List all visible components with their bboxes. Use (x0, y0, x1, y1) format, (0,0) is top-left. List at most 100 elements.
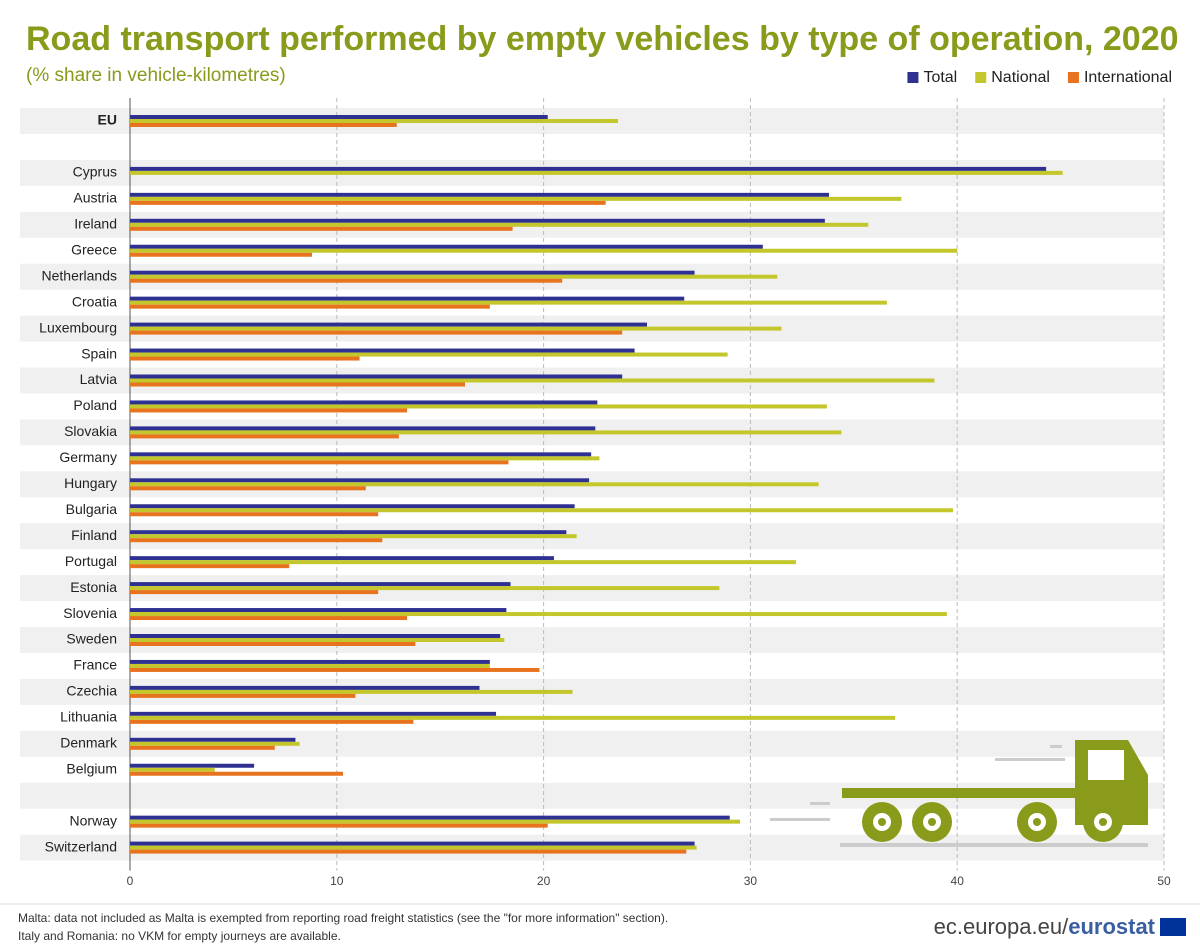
bar (130, 482, 819, 487)
bar (130, 196, 902, 201)
bar (130, 460, 509, 465)
source: ec.europa.eu/eurostat (934, 914, 1156, 939)
bar (130, 270, 695, 275)
bar (130, 504, 575, 509)
bar (130, 356, 360, 361)
bar (130, 642, 416, 646)
bar (130, 115, 548, 119)
bar (130, 663, 490, 668)
bar (130, 330, 623, 335)
bar (130, 170, 1063, 175)
bar (130, 659, 490, 664)
category-label: Netherlands (42, 267, 118, 283)
category-label: Ireland (74, 216, 117, 232)
bar (130, 815, 730, 820)
legend-swatch (907, 72, 919, 83)
bar (130, 737, 296, 742)
x-tick-label: 10 (330, 874, 344, 888)
category-label: Poland (73, 397, 117, 413)
bar (130, 819, 741, 824)
bar (130, 278, 563, 283)
legend-swatch (975, 72, 987, 83)
bar (130, 693, 356, 698)
bar (130, 123, 397, 127)
bar (130, 352, 728, 357)
bar (130, 767, 215, 772)
bar (130, 538, 383, 543)
category-label: Sweden (66, 631, 117, 647)
bar (130, 638, 505, 642)
bar (130, 348, 635, 353)
eu-flag (1160, 918, 1186, 936)
bar (130, 771, 344, 776)
bar (130, 560, 796, 565)
bar (130, 556, 554, 561)
legend-label: International (1084, 69, 1172, 86)
category-label: Germany (59, 449, 117, 465)
category-label: Slovenia (63, 605, 117, 621)
category-label: Latvia (80, 371, 118, 387)
bar (130, 378, 935, 383)
bar (130, 218, 825, 223)
legend-label: Total (923, 69, 957, 86)
bar (130, 374, 623, 379)
chart-title: Road transport performed by empty vehicl… (26, 20, 1179, 58)
bar (130, 434, 399, 439)
bar (130, 715, 896, 720)
bar (130, 226, 513, 231)
category-label: Croatia (72, 293, 117, 309)
category-label: Belgium (66, 760, 117, 776)
bar (130, 508, 954, 513)
bar (130, 222, 869, 227)
bar (130, 400, 598, 405)
bar (130, 530, 567, 535)
bar (130, 248, 958, 253)
category-label: Portugal (65, 553, 117, 569)
bar (130, 382, 466, 387)
bar (130, 745, 275, 750)
category-label: EU (98, 112, 117, 128)
bar (130, 119, 619, 123)
bar (130, 608, 507, 613)
category-label: Cyprus (73, 164, 117, 180)
category-label: Greece (71, 241, 117, 257)
category-label: Denmark (60, 735, 118, 751)
bar (130, 689, 573, 694)
footnote: Malta: data not included as Malta is exe… (18, 911, 668, 925)
bar (130, 841, 695, 846)
bar (130, 426, 596, 431)
category-label: Spain (81, 345, 117, 361)
bar (130, 823, 548, 828)
legend-label: National (991, 69, 1050, 86)
bar (130, 456, 600, 461)
bar (130, 845, 697, 850)
bar (130, 326, 782, 331)
legend-swatch (1067, 72, 1079, 83)
bar (130, 430, 842, 435)
category-label: Switzerland (45, 838, 117, 854)
bar (130, 564, 290, 569)
bar (130, 512, 379, 517)
category-label: Hungary (64, 475, 117, 491)
category-label: Lithuania (60, 709, 117, 725)
bar (130, 166, 1047, 171)
chart-subtitle: (% share in vehicle-kilometres) (26, 65, 286, 86)
bar (130, 408, 408, 413)
bar (130, 741, 300, 746)
bar (130, 634, 501, 638)
bar (130, 586, 720, 591)
bar (130, 192, 829, 197)
bar (130, 667, 540, 672)
source-domain: ec.europa.eu/ (934, 914, 1069, 939)
bar (130, 534, 577, 539)
bar (130, 685, 480, 690)
x-tick-label: 30 (744, 874, 758, 888)
category-label: Slovakia (64, 423, 117, 439)
x-tick-label: 20 (537, 874, 551, 888)
bars (130, 115, 1063, 854)
bar (130, 711, 497, 716)
bar (130, 452, 592, 457)
category-label: Luxembourg (39, 319, 117, 335)
bar (130, 296, 685, 301)
